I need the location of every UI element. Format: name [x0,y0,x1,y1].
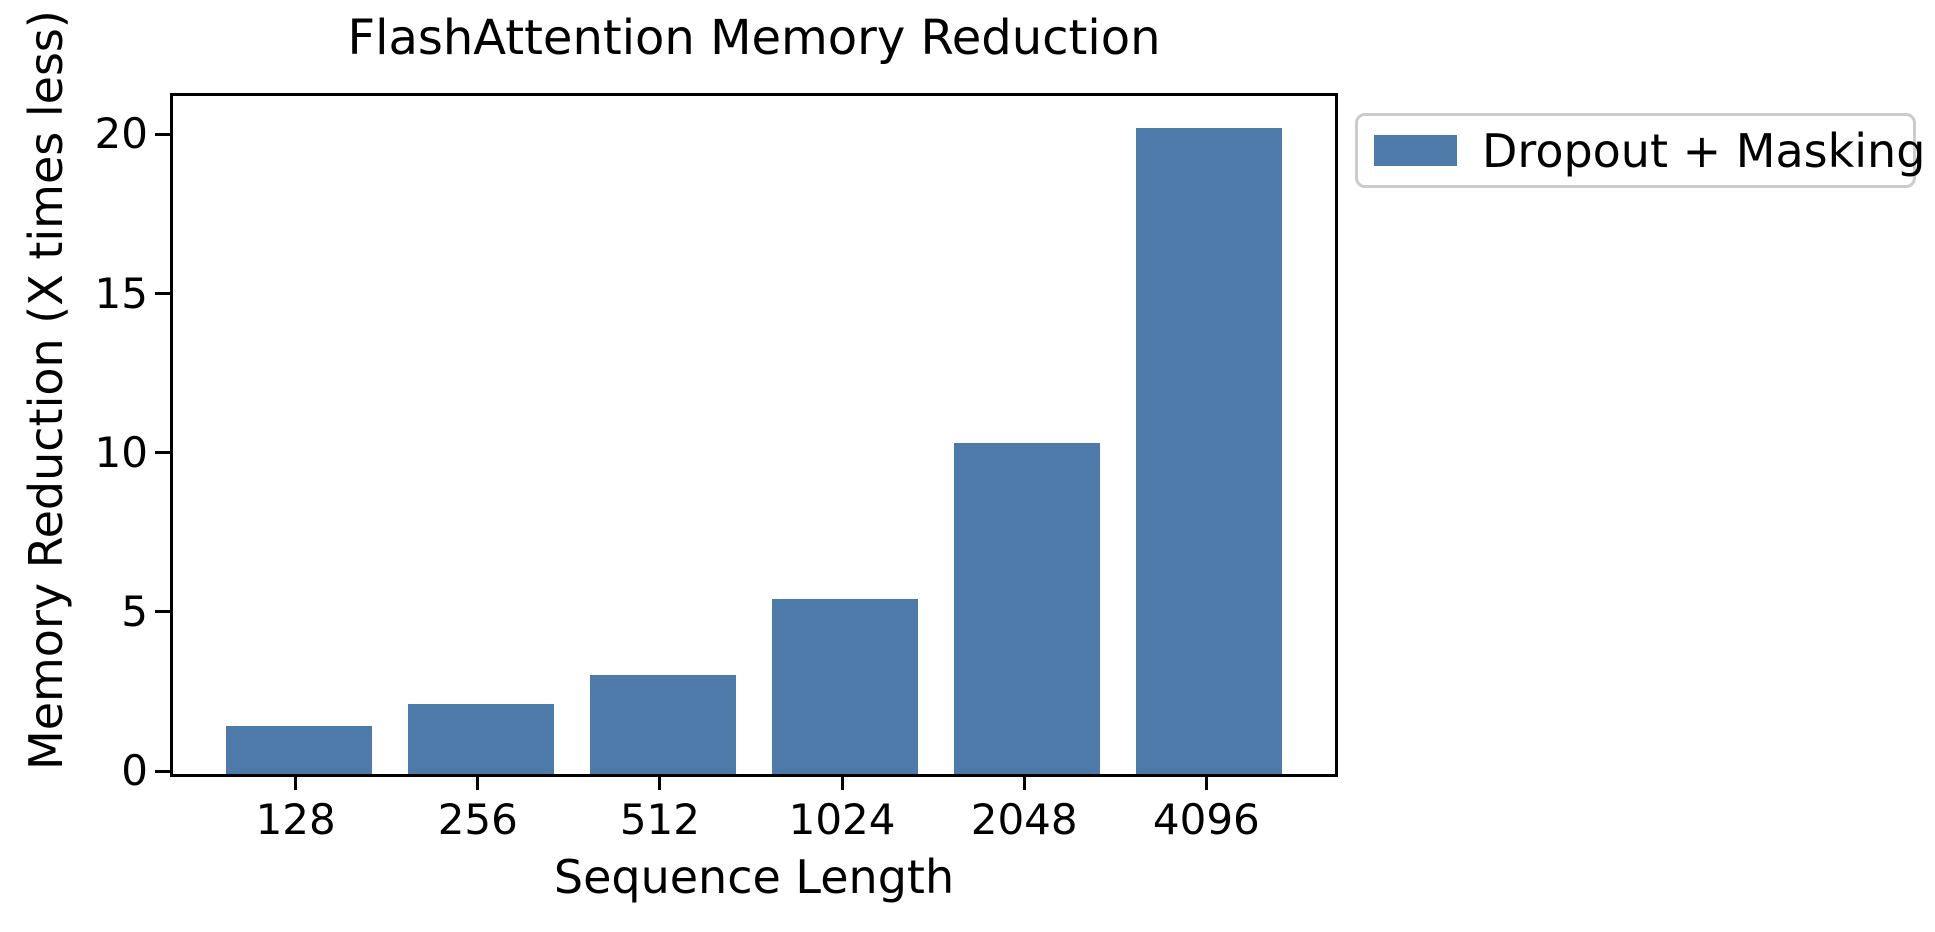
y-tick-label-5: 5 [121,586,148,636]
y-tick-0 [155,769,170,773]
bar-2048 [954,442,1101,774]
y-tick-label-15: 15 [94,268,148,318]
plot-area [170,93,1338,777]
bar-512 [590,675,736,774]
x-tick-label-1024: 1024 [788,795,896,844]
bar-128 [225,726,372,774]
x-tick-label-2048: 2048 [970,795,1078,844]
chart-title: FlashAttention Memory Reduction [347,10,1161,66]
legend-swatch [1374,135,1457,166]
legend-label: Dropout + Masking [1482,123,1926,178]
x-tick-label-128: 128 [255,795,336,844]
y-tick-label-0: 0 [121,746,148,795]
x-tick-1024 [840,774,844,790]
y-tick-10 [155,451,170,455]
x-tick-label-256: 256 [437,795,518,844]
legend: Dropout + Masking [1355,113,1925,188]
x-tick-2048 [1022,774,1026,790]
bar-1024 [772,598,918,774]
x-tick-label-4096: 4096 [1152,795,1260,844]
bar-4096 [1136,127,1283,774]
y-tick-5 [155,610,170,614]
y-tick-20 [155,132,170,136]
x-tick-512 [658,774,662,790]
x-tick-4096 [1204,774,1208,790]
x-axis-label: Sequence Length [553,850,955,904]
y-tick-label-20: 20 [94,109,148,159]
y-tick-label-10: 10 [94,427,148,477]
x-tick-label-512: 512 [619,795,700,844]
y-tick-15 [155,292,170,296]
bar-256 [407,703,554,774]
x-tick-128 [294,774,298,790]
x-tick-256 [476,774,480,790]
